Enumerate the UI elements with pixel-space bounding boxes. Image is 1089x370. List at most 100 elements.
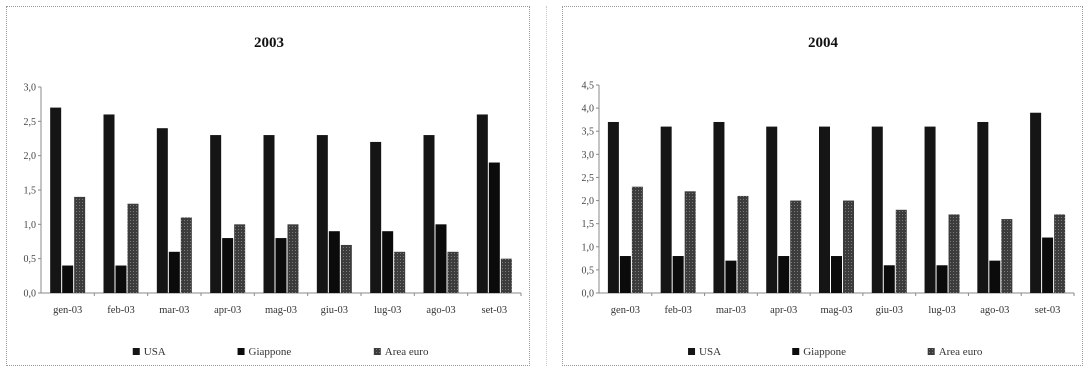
x-tick-label: set-03 — [481, 305, 507, 316]
bar-giappone — [328, 231, 340, 293]
bar-usa — [103, 114, 115, 293]
chart-title: 2004 — [808, 35, 839, 51]
bar-usa — [607, 121, 619, 293]
bar-area-euro — [127, 203, 139, 293]
bar-giappone — [831, 256, 842, 293]
bar-giappone — [62, 265, 74, 293]
bar-usa — [871, 126, 883, 293]
bar-usa — [423, 135, 435, 293]
bar-giappone — [115, 265, 127, 293]
panel-divider — [546, 6, 547, 366]
bar-usa — [977, 121, 989, 293]
legend-swatch — [132, 348, 140, 355]
bar-area-euro — [234, 224, 246, 293]
bar-usa — [713, 121, 725, 293]
legend-label: Giappone — [249, 346, 292, 358]
x-tick-label: gen-03 — [611, 305, 640, 316]
bar-area-euro — [447, 251, 459, 293]
x-tick-label: mar-03 — [716, 305, 746, 316]
bar-giappone — [672, 256, 684, 293]
bar-area-euro — [684, 191, 696, 293]
bar-area-euro — [790, 200, 802, 293]
bar-giappone — [883, 265, 895, 293]
y-tick-label: 3,0 — [582, 150, 595, 161]
chart-panel-2003: 2003 0,0 0,5 1,0 1,5 2,0 2,5 3,0 gen-03 feb-03 mar… — [6, 6, 530, 366]
legend-swatch — [792, 348, 800, 355]
x-tick-label: apr-03 — [214, 305, 241, 316]
y-tick-label: 2,0 — [24, 151, 37, 162]
bar-area-euro — [287, 224, 299, 293]
y-tick-label: 1,5 — [582, 219, 595, 230]
y-tick-label: 4,5 — [582, 81, 595, 92]
bar-area-euro — [1001, 219, 1013, 293]
bar-giappone — [619, 256, 631, 293]
bar-usa — [156, 128, 168, 293]
legend-label: Area euro — [385, 346, 429, 358]
x-tick-label: set-03 — [1035, 305, 1061, 316]
y-tick-label: 0,0 — [582, 289, 595, 300]
bar-usa — [370, 141, 382, 293]
x-tick-label: lug-03 — [928, 305, 955, 316]
bar-area-euro — [843, 200, 854, 293]
x-tick-label: giu-03 — [876, 305, 903, 316]
x-tick-label: lug-03 — [374, 305, 401, 316]
x-tick-label: ago-03 — [980, 305, 1009, 316]
bar-area-euro — [394, 251, 406, 293]
bar-giappone — [222, 238, 234, 293]
bar-giappone — [168, 251, 180, 293]
y-tick-label: 3,0 — [24, 83, 37, 94]
chart-panel-2004: 2004 0,0 0,5 1,0 1,5 2,0 2,5 3,0 3,5 4,0 4,5 gen-03… — [562, 6, 1083, 366]
y-tick-label: 2,5 — [582, 173, 595, 184]
x-tick-label: feb-03 — [664, 305, 691, 316]
y-tick-label: 3,5 — [582, 127, 595, 138]
y-tick-label: 1,5 — [24, 186, 37, 197]
bar-usa — [476, 114, 488, 293]
legend-label: Giappone — [803, 346, 846, 358]
bar-giappone — [435, 224, 447, 293]
chart-2004: 2004 0,0 0,5 1,0 1,5 2,0 2,5 3,0 3,5 4,0 4,5 gen-03… — [582, 35, 1075, 358]
legend-swatch — [927, 348, 935, 355]
x-tick-label: apr-03 — [770, 305, 797, 316]
y-tick-label: 2,0 — [582, 196, 595, 207]
y-tick-label: 4,0 — [582, 104, 595, 115]
legend-swatch — [237, 348, 245, 355]
x-tick-label: mag-03 — [265, 305, 297, 316]
x-tick-label: mag-03 — [820, 305, 852, 316]
y-tick-label: 1,0 — [582, 242, 595, 253]
x-tick-label: mar-03 — [159, 305, 189, 316]
y-tick-label: 0,5 — [24, 254, 37, 265]
legend-swatch — [688, 348, 696, 355]
bar-usa — [50, 107, 62, 293]
legend-swatch — [373, 348, 381, 355]
bar-giappone — [989, 260, 1001, 293]
chart-2003: 2003 0,0 0,5 1,0 1,5 2,0 2,5 3,0 gen-03 feb-03 mar… — [24, 35, 522, 358]
bar-usa — [924, 126, 936, 293]
y-tick-label: 1,0 — [24, 220, 37, 231]
legend-label: USA — [144, 346, 166, 358]
bar-giappone — [275, 238, 287, 293]
bar-giappone — [778, 256, 790, 293]
x-tick-label: gen-03 — [53, 305, 82, 316]
x-tick-label: feb-03 — [107, 305, 134, 316]
bar-usa — [316, 135, 328, 293]
bar-usa — [1030, 112, 1042, 293]
bar-area-euro — [500, 258, 512, 293]
bar-giappone — [488, 162, 500, 293]
bar-giappone — [1042, 237, 1054, 293]
bar-area-euro — [631, 186, 643, 293]
bar-usa — [819, 126, 830, 293]
bar-area-euro — [74, 196, 86, 293]
bar-giappone — [936, 265, 948, 293]
legend-label: USA — [699, 346, 721, 358]
chart-title: 2003 — [254, 35, 284, 51]
legend-label: Area euro — [939, 346, 983, 358]
bar-giappone — [725, 260, 737, 293]
x-tick-label: ago-03 — [426, 305, 455, 316]
y-tick-label: 0,0 — [24, 289, 37, 300]
bar-area-euro — [737, 195, 749, 293]
bar-usa — [210, 135, 222, 293]
bar-usa — [263, 135, 275, 293]
bar-area-euro — [948, 214, 960, 293]
bar-usa — [660, 126, 672, 293]
bar-area-euro — [1054, 214, 1066, 293]
